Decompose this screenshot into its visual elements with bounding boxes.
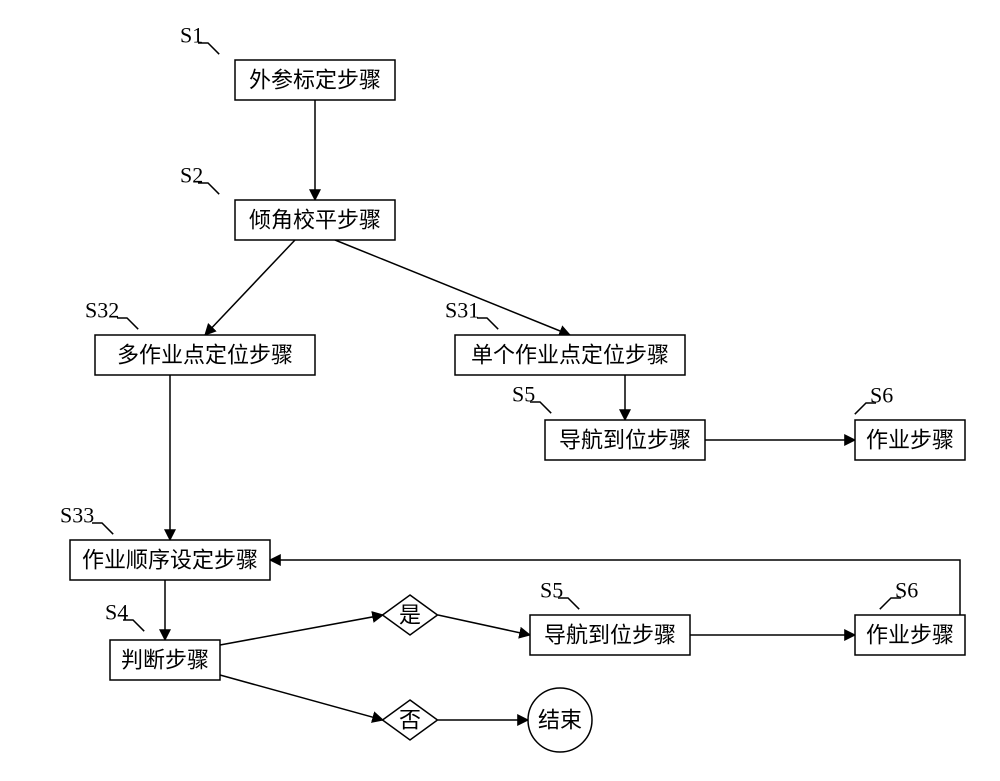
edge-s4-no bbox=[220, 675, 383, 720]
tag-s31: S31 bbox=[445, 298, 479, 323]
step-s32-label: 多作业点定位步骤 bbox=[117, 343, 293, 368]
step-s1-label: 外参标定步骤 bbox=[249, 68, 381, 93]
decision-no-label: 否 bbox=[399, 708, 421, 733]
step-s33-label: 作业顺序设定步骤 bbox=[82, 548, 258, 573]
step-s6b-label: 作业步骤 bbox=[866, 623, 954, 648]
step-s31-label: 单个作业点定位步骤 bbox=[471, 343, 669, 368]
edge-yes-s5b bbox=[438, 615, 530, 635]
tag-tick-s32 bbox=[117, 318, 138, 329]
flowchart-canvas: 外参标定步骤倾角校平步骤单个作业点定位步骤多作业点定位步骤导航到位步骤作业步骤作… bbox=[0, 0, 1000, 781]
step-s4-label: 判断步骤 bbox=[121, 648, 209, 673]
step-s5b-label: 导航到位步骤 bbox=[544, 623, 676, 648]
tag-tick-s33 bbox=[92, 523, 113, 534]
step-s2-label: 倾角校平步骤 bbox=[249, 208, 381, 233]
step-s5a-label: 导航到位步骤 bbox=[559, 428, 691, 453]
edge-s4-yes bbox=[220, 615, 383, 645]
tag-s33: S33 bbox=[60, 503, 94, 528]
tag-s32: S32 bbox=[85, 298, 119, 323]
terminator-end-label: 结束 bbox=[538, 708, 582, 733]
step-s6a-label: 作业步骤 bbox=[866, 428, 954, 453]
tag-tick-s31 bbox=[477, 318, 498, 329]
edge-s2-s32 bbox=[205, 240, 295, 335]
decision-yes-label: 是 bbox=[399, 603, 421, 628]
